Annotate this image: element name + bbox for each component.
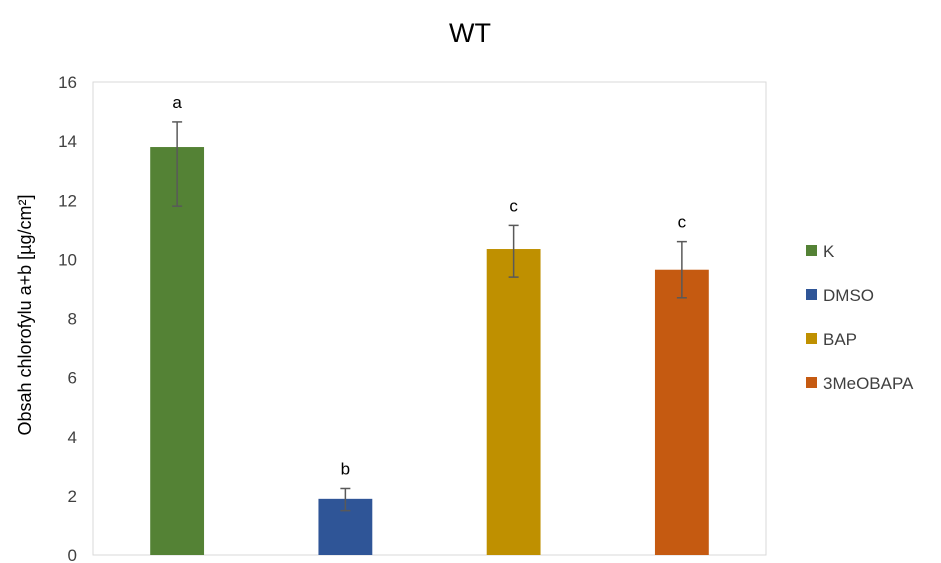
- y-tick-label: 14: [58, 132, 77, 151]
- error-bar: [676, 240, 687, 299]
- legend-label: DMSO: [823, 286, 874, 305]
- significance-label: c: [678, 213, 687, 232]
- legend-label: 3MeOBAPA: [823, 374, 914, 393]
- legend-item: BAP: [806, 330, 857, 349]
- y-tick-label: 2: [68, 487, 77, 506]
- legend-swatch: [806, 333, 817, 344]
- y-tick-label: 4: [68, 428, 77, 447]
- error-bars: [172, 121, 687, 512]
- y-tick-label: 0: [68, 546, 77, 563]
- legend-swatch: [806, 377, 817, 388]
- bars: [150, 147, 709, 555]
- legend-item: DMSO: [806, 286, 874, 305]
- legend: K DMSO BAP 3MeOBAPA: [806, 242, 914, 393]
- bar-bap: [486, 249, 541, 555]
- significance-label: b: [341, 459, 350, 478]
- legend-swatch: [806, 245, 817, 256]
- y-tick-label: 6: [68, 369, 77, 388]
- significance-label: c: [509, 196, 518, 215]
- significance-label: a: [172, 93, 182, 112]
- significance-labels: a b c c: [172, 93, 686, 479]
- y-tick-label: 12: [58, 191, 77, 210]
- legend-label: BAP: [823, 330, 857, 349]
- y-tick-label: 16: [58, 73, 77, 92]
- bar-3meobapa: [654, 269, 709, 555]
- legend-item: 3MeOBAPA: [806, 374, 914, 393]
- bar-k: [150, 147, 205, 555]
- legend-label: K: [823, 242, 835, 261]
- error-bar: [172, 121, 183, 207]
- y-axis-ticks: 0 2 4 6 8 10 12 14 16: [58, 73, 766, 563]
- y-tick-label: 10: [58, 250, 77, 269]
- error-bar: [508, 224, 519, 278]
- error-bar: [340, 487, 351, 512]
- legend-item: K: [806, 242, 835, 261]
- y-tick-label: 8: [68, 310, 77, 329]
- legend-swatch: [806, 289, 817, 300]
- y-axis-label: Obsah chlorofylu a+b [µg/cm²]: [15, 195, 35, 436]
- chart-title: WT: [449, 18, 491, 48]
